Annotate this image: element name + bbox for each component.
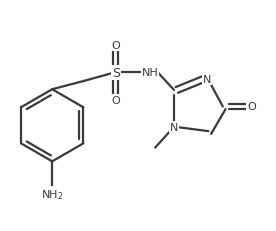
Text: N: N: [170, 122, 178, 132]
Text: O: O: [111, 95, 120, 105]
Text: N: N: [203, 75, 211, 85]
Text: S: S: [112, 66, 120, 79]
Text: NH: NH: [142, 68, 158, 78]
Text: O: O: [111, 40, 120, 50]
Text: O: O: [247, 102, 256, 112]
Text: NH$_2$: NH$_2$: [41, 187, 63, 201]
